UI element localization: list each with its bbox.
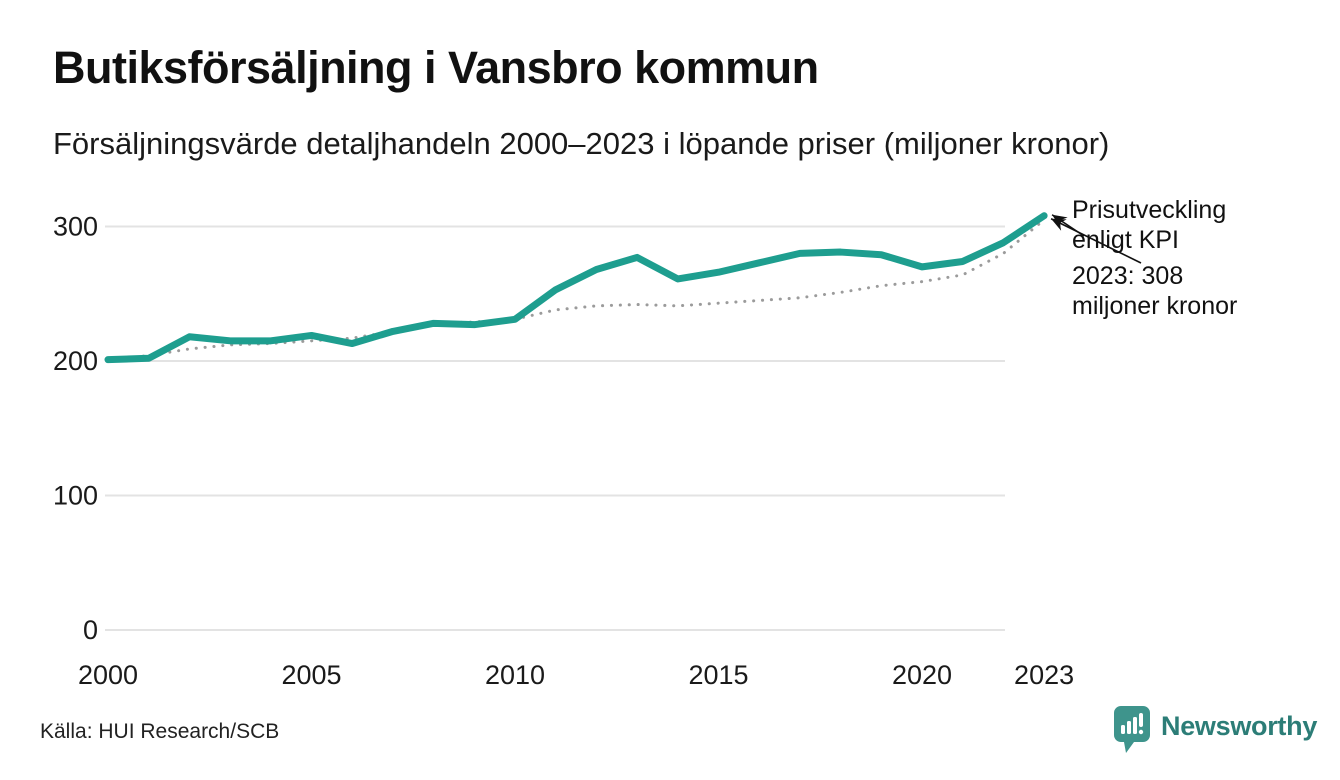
y-tick-label: 0 (83, 615, 98, 645)
x-tick-label: 2000 (78, 660, 138, 690)
newsworthy-logo-icon (1114, 706, 1150, 753)
annotation-value-label: 2023: 308 miljoner kronor (1072, 262, 1238, 320)
x-tick-label: 2023 (1014, 660, 1074, 690)
sales-line (104, 212, 1048, 364)
annotation-kpi-label: Prisutveckling enligt KPI (1072, 196, 1227, 254)
data-series (104, 212, 1048, 364)
annotation-arrows (1050, 214, 1142, 264)
gridlines: 0 100 200 300 2000 2005 2010 2015 2020 2023 (53, 212, 1074, 691)
y-tick-label: 200 (53, 346, 98, 376)
x-tick-label: 2020 (892, 660, 952, 690)
newsworthy-logo: Newsworthy (1113, 705, 1317, 755)
logo-bar-icon (1133, 717, 1137, 734)
logo-bar-icon (1121, 725, 1125, 734)
x-tick-label: 2015 (688, 660, 748, 690)
newsworthy-wordmark: Newsworthy (1161, 711, 1318, 741)
logo-bar-icon (1127, 721, 1131, 734)
source-note: Källa: HUI Research/SCB (40, 720, 280, 743)
logo-exclamation-dot (1138, 729, 1144, 735)
annotation-arrow (1050, 218, 1142, 264)
chart-title: Butiksförsäljning i Vansbro kommun (53, 42, 819, 93)
logo-exclamation-icon (1139, 713, 1143, 727)
y-tick-label: 300 (53, 212, 98, 242)
kpi-line (106, 218, 1046, 362)
x-tick-label: 2010 (485, 660, 545, 690)
chart-subtitle: Försäljningsvärde detaljhandeln 2000–202… (53, 126, 1110, 161)
y-tick-label: 100 (53, 481, 98, 511)
x-tick-label: 2005 (281, 660, 341, 690)
